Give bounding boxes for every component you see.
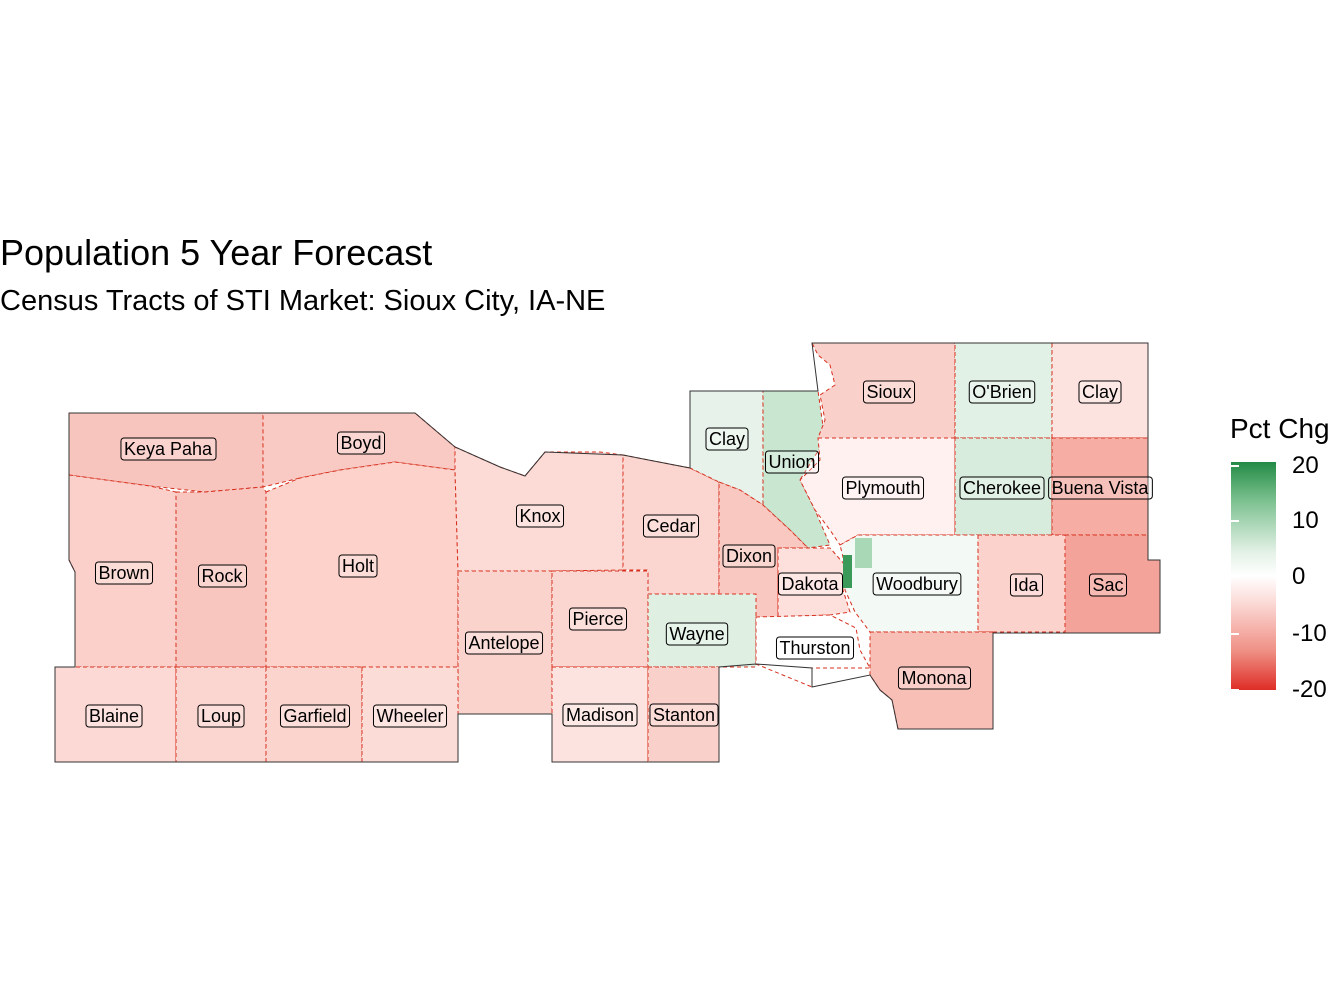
county-label-box [862,380,916,404]
county-wayne [647,593,757,668]
legend-tick-label: 10 [1292,507,1319,534]
county-label: Brown [98,563,149,583]
county-label: Blaine [89,706,139,726]
county-label: Keya Paha [124,439,213,459]
legend-tick [1276,520,1284,522]
county-label: Garfield [283,706,346,726]
county-label: Sioux [866,382,911,402]
county-label-box [562,703,638,727]
county-label-box [372,704,448,728]
county-label: Clay [709,429,745,449]
legend-tick [1231,520,1239,522]
legend-tick-label: -20 [1292,676,1327,703]
legend-tick [1231,465,1239,467]
county-label: Woodbury [876,574,958,594]
tract-highlight [843,555,852,588]
county-polygons [54,342,1161,763]
county-label-box [120,437,217,461]
county-label: Stanton [653,705,715,725]
county-label: Madison [566,705,634,725]
county-label-box [1078,380,1122,404]
county-label: Thurston [779,638,850,658]
market-outline [54,342,1161,763]
county-label-box [464,631,544,655]
county-label: Knox [519,506,560,526]
legend-tick-label: 0 [1292,563,1306,590]
map-title: Population 5 Year Forecast [0,232,433,273]
county-label-box [197,704,245,728]
county-label-box [1048,476,1153,500]
legend-tick [1276,576,1284,578]
county-label-box [705,427,749,451]
county-label: Holt [342,556,374,576]
county-labels: Keya Paha Boyd Brown Rock Holt Knox Cedar Clay U… [85,380,1153,728]
county-label: Buena Vista [1052,478,1150,498]
county-label-box [85,704,143,728]
county-label-box [336,431,386,455]
county-label: Pierce [572,609,623,629]
county-label: Cedar [646,516,695,536]
county-ida [977,534,1066,633]
county-label-box [722,544,776,568]
county-label: Rock [201,566,243,586]
county-label: Monona [901,668,967,688]
county-label: Union [768,452,815,472]
county-label: Loup [201,706,241,726]
county-label-box [841,476,925,500]
county-label-box [665,622,729,646]
legend-tick [1231,689,1239,691]
county-label-box [872,572,962,596]
legend-tick [1276,633,1284,635]
county-stanton [647,666,720,763]
county-label-box [1088,573,1128,597]
county-label-box [197,564,248,588]
county-label-box [94,561,154,585]
county-label: Plymouth [845,478,920,498]
county-label-box [568,607,628,631]
county-label: Boyd [340,433,381,453]
legend-tick [1276,689,1284,691]
legend-tick [1231,633,1239,635]
county-label-box [968,380,1036,404]
county-label: Cherokee [963,478,1041,498]
county-label-box [777,572,843,596]
county-label-box [959,476,1045,500]
county-label-box [338,554,378,578]
county-label-box [515,504,565,528]
county-label: Dixon [726,546,772,566]
county-label: Clay [1082,382,1118,402]
legend-tick-label: 20 [1292,452,1319,479]
county-label-box [649,703,719,727]
county-thurston [755,614,871,688]
county-label-box [764,450,820,474]
county-label-box [1009,573,1043,597]
legend-tick [1276,465,1284,467]
legend-tick-label: -10 [1292,620,1327,647]
county-label: Dakota [781,574,839,594]
county-label-box [897,666,972,690]
county-label: O'Brien [972,382,1031,402]
legend-tick [1231,576,1239,578]
county-label: Wheeler [376,706,443,726]
county-antelope [457,570,553,715]
tract-highlight [855,538,872,568]
county-label: Antelope [468,633,539,653]
map-subtitle: Census Tracts of STI Market: Sioux City,… [0,285,606,317]
county-label-box [775,636,855,660]
county-label: Ida [1013,575,1039,595]
county-label-box [279,704,351,728]
county-blaine [54,666,177,763]
county-label: Wayne [669,624,724,644]
county-label: Sac [1092,575,1123,595]
legend-title: Pct Chg [1230,413,1330,444]
county-cherokee [954,437,1053,536]
county-label-box [642,514,700,538]
